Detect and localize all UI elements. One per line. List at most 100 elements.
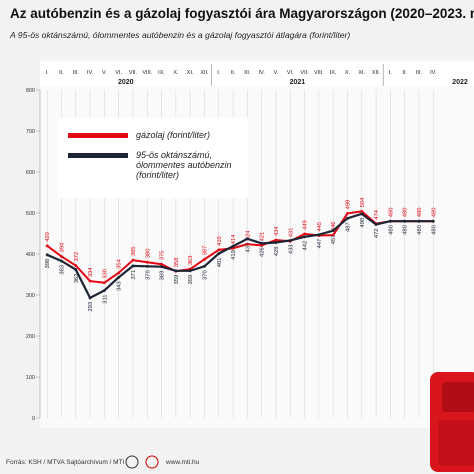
data-label: 293 [88, 302, 94, 312]
y-tick-label: 500 [26, 211, 35, 217]
point [303, 232, 306, 236]
data-label: 424 [245, 230, 251, 240]
data-label: 385 [131, 246, 137, 256]
x-tick-label: I. [217, 70, 221, 76]
x-tick-label: IX. [330, 70, 337, 76]
x-tick-label: XI. [358, 70, 365, 76]
point [117, 275, 121, 279]
header-band [40, 62, 474, 86]
x-tick-label: XII. [372, 70, 381, 76]
point [74, 268, 78, 271]
point [160, 262, 163, 266]
data-label: 487 [345, 222, 351, 232]
point [374, 223, 378, 226]
point [245, 237, 249, 241]
fuel-can-icon [430, 372, 474, 472]
point [203, 264, 206, 268]
x-tick-label: VI. [115, 70, 122, 76]
x-tick-label: II. [402, 70, 407, 76]
data-label: 499 [345, 200, 351, 210]
data-label: 433 [288, 244, 294, 254]
x-tick-label: V. [274, 70, 279, 76]
data-label: 330 [102, 269, 108, 279]
x-tick-label: XI. [187, 70, 194, 76]
data-label: 387 [202, 246, 208, 256]
data-label: 426 [260, 247, 266, 257]
data-label: 354 [117, 258, 123, 268]
point [231, 244, 235, 248]
data-label: 359 [188, 275, 194, 285]
point [431, 219, 435, 223]
x-tick-label: I. [389, 70, 393, 76]
y-tick-label: 700 [26, 129, 35, 135]
data-label: 394 [59, 242, 65, 252]
legend-item: 95-ös oktánszámú, ólommentes autóbenzin … [68, 150, 238, 180]
data-label: 383 [59, 265, 65, 275]
data-label: 359 [174, 275, 180, 285]
point [346, 216, 349, 220]
data-label: 370 [202, 270, 208, 280]
data-label: 428 [274, 247, 280, 257]
data-label: 372 [74, 252, 80, 262]
chart-subtitle: A 95-ös oktánszámú, ólommentes autóbenzi… [9, 30, 350, 40]
x-tick-label: IV. [430, 70, 437, 76]
data-label: 431 [288, 228, 294, 238]
point [360, 212, 364, 216]
point [174, 269, 178, 273]
point [260, 241, 264, 245]
point [403, 219, 407, 223]
point [145, 264, 149, 268]
data-label: 343 [117, 281, 123, 291]
point [88, 296, 92, 300]
point [274, 238, 278, 242]
data-label: 504 [360, 197, 366, 207]
x-tick-label: VIII. [142, 70, 152, 76]
point [417, 219, 421, 223]
point [217, 248, 221, 252]
x-tick-label: III. [73, 70, 80, 76]
data-label: 434 [274, 226, 280, 236]
point [245, 242, 249, 246]
data-label: 480 [403, 208, 409, 218]
data-label: 498 [360, 218, 366, 228]
point [188, 269, 192, 273]
point [260, 243, 264, 247]
point [360, 209, 364, 213]
point [288, 239, 292, 242]
legend-swatch [68, 133, 128, 138]
data-label: 358 [174, 258, 180, 268]
data-label: 446 [331, 221, 337, 231]
chart-title: Az autóbenzin és a gázolaj fogyasztói ár… [10, 6, 474, 21]
logo [125, 455, 139, 469]
series-line [46, 212, 434, 300]
x-tick-label: II. [59, 70, 64, 76]
point [317, 233, 321, 237]
x-tick-label: VII. [300, 70, 309, 76]
y-tick-label: 400 [26, 252, 35, 258]
legend: gázolaj (forint/liter) 95-ös oktánszámú, … [58, 118, 248, 198]
source: Forrás: KSH / MTVA Sajtóarchívum / MTI [6, 459, 125, 466]
legend-swatch [68, 153, 128, 158]
point [102, 289, 106, 292]
x-tick-label: IV. [259, 70, 266, 76]
y-tick-label: 800 [26, 88, 35, 94]
x-tick-label: IV. [87, 70, 94, 76]
data-label: 370 [145, 270, 151, 280]
data-label: 480 [431, 225, 437, 235]
data-label: 375 [160, 251, 166, 261]
data-label: 442 [303, 241, 309, 251]
point [303, 235, 306, 239]
point [217, 252, 221, 255]
data-label: 449 [303, 220, 309, 230]
point [331, 233, 335, 237]
point [203, 257, 206, 261]
data-label: 311 [102, 294, 108, 303]
data-label: 480 [388, 208, 394, 218]
x-tick-label: VIII. [314, 70, 324, 76]
y-tick-label: 300 [26, 293, 35, 299]
point [88, 279, 92, 283]
data-label: 480 [431, 208, 437, 218]
point [60, 255, 63, 258]
y-tick-label: 100 [26, 375, 35, 381]
x-tick-label: III. [244, 70, 251, 76]
